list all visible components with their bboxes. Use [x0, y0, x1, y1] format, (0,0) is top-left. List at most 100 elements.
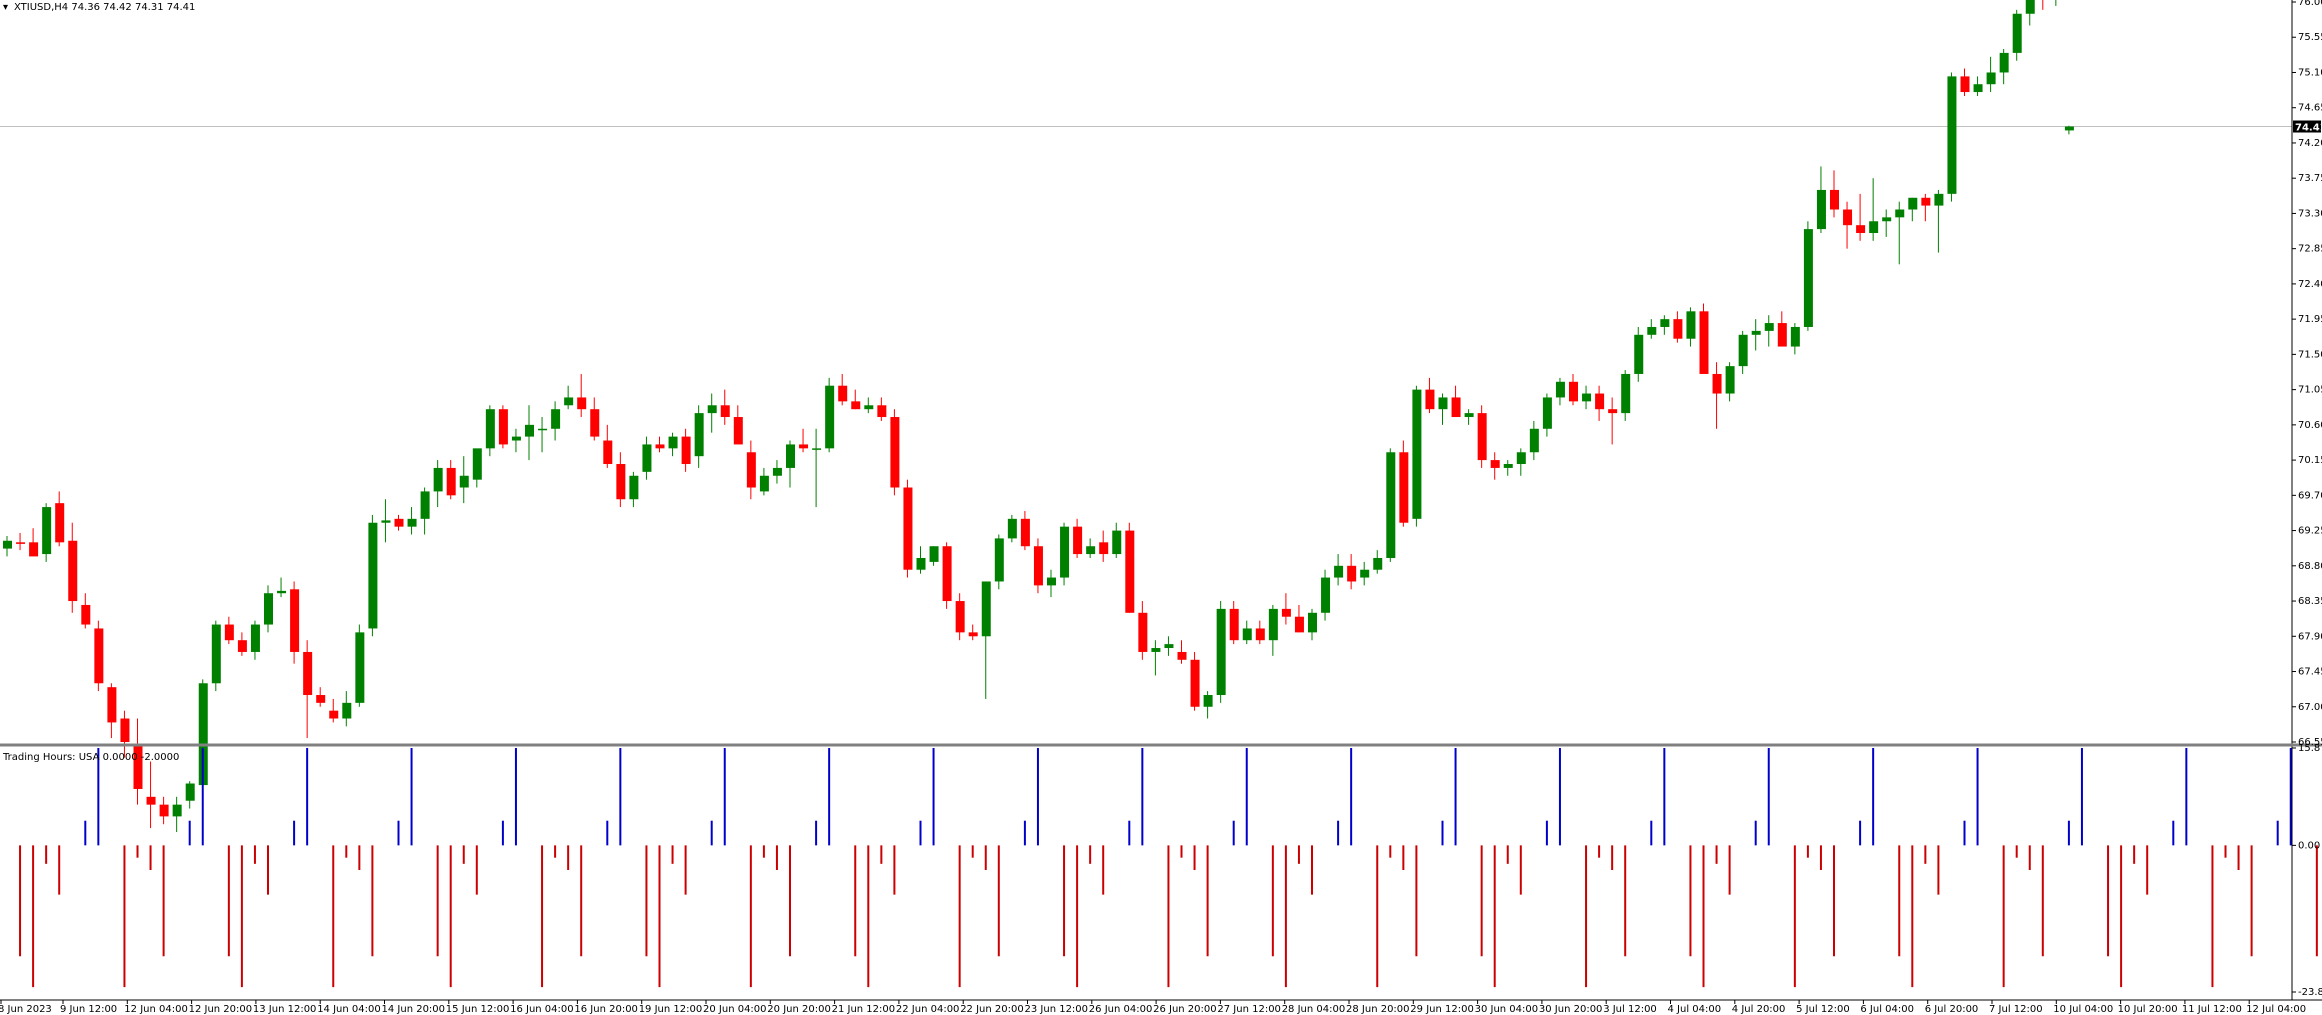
candle-body	[1947, 76, 1957, 194]
candle-body	[1699, 311, 1709, 374]
x-tick-label: 28 Jun 20:00	[1346, 1004, 1410, 1015]
x-tick-label: 23 Jun 12:00	[1025, 1004, 1089, 1015]
x-tick-label: 7 Jul 12:00	[1989, 1004, 2043, 1015]
indicator-header: Trading Hours: USA 0.0000 -2.0000	[2, 752, 179, 763]
candle-body	[838, 385, 848, 402]
candle-body	[1803, 229, 1813, 327]
candle-body	[211, 624, 221, 684]
candle-body	[1921, 197, 1931, 206]
candle-body	[786, 444, 795, 468]
candle-body	[224, 624, 234, 641]
x-tick-label: 20 Jun 20:00	[767, 1004, 831, 1015]
candle-body	[1281, 608, 1291, 617]
candle-body	[538, 428, 548, 431]
candle-body	[1321, 577, 1331, 613]
candle-body	[1086, 546, 1096, 555]
candle-body	[1216, 608, 1226, 696]
x-tick-label: 3 Jul 12:00	[1603, 1004, 1657, 1015]
candle-body	[1738, 334, 1748, 367]
x-tick-label: 15 Jun 12:00	[446, 1004, 510, 1015]
candle-body	[355, 632, 365, 703]
x-tick-label: 30 Jun 20:00	[1539, 1004, 1603, 1015]
indicator-y-tick-label: 15.8	[2298, 743, 2320, 754]
candle-body	[1621, 373, 1631, 414]
candle-body	[746, 452, 756, 488]
candle-body	[1242, 628, 1252, 641]
candle-body	[1595, 393, 1605, 410]
candle-body	[16, 542, 26, 544]
candle-body	[525, 424, 534, 437]
candle-body	[694, 413, 704, 457]
y-tick-label: 69.25	[2298, 526, 2322, 537]
candle-body	[2025, 0, 2035, 14]
candle-body	[1112, 530, 1122, 555]
candle-body	[1790, 326, 1800, 347]
candle-body	[1856, 225, 1866, 234]
candle-body	[433, 467, 443, 492]
candle-body	[498, 409, 508, 445]
candle-body	[825, 385, 835, 449]
y-tick-label: 69.70	[2298, 490, 2322, 501]
candle-body	[1294, 616, 1304, 633]
x-tick-label: 14 Jun 04:00	[317, 1004, 381, 1015]
candle-body	[394, 518, 404, 527]
x-tick-label: 4 Jul 04:00	[1668, 1004, 1722, 1015]
candle-body	[1020, 518, 1030, 547]
candle-body	[1647, 326, 1657, 335]
candle-body	[772, 467, 782, 476]
candle-body	[1347, 565, 1357, 582]
candles-layer	[3, 0, 2074, 833]
candle-body	[68, 540, 78, 602]
candle-body	[1895, 209, 1905, 218]
x-tick-label: 6 Jul 04:00	[1860, 1004, 1914, 1015]
y-tick-label: 67.45	[2298, 667, 2322, 678]
candle-body	[1438, 397, 1448, 410]
x-tick-label: 10 Jul 04:00	[2053, 1004, 2113, 1015]
candle-body	[1777, 323, 1787, 347]
candle-body	[1425, 389, 1435, 410]
candle-body	[237, 640, 247, 652]
candle-body	[968, 632, 978, 637]
x-tick-label: 6 Jul 20:00	[1925, 1004, 1979, 1015]
candle-body	[1816, 189, 1826, 230]
x-tick-label: 20 Jun 04:00	[703, 1004, 767, 1015]
candle-body	[381, 520, 391, 523]
candle-body	[2064, 126, 2074, 131]
candle-body	[1764, 323, 1774, 331]
candle-body	[681, 436, 691, 465]
candle-body	[642, 444, 652, 472]
candle-body	[107, 687, 117, 723]
candle-body	[368, 522, 378, 629]
collapse-triangle-icon[interactable]: ▾	[3, 2, 8, 13]
candle-body	[185, 783, 195, 801]
candle-body	[1033, 546, 1043, 586]
candle-body	[851, 401, 861, 410]
candle-body	[1164, 644, 1174, 649]
candle-body	[877, 405, 887, 418]
candle-body	[1686, 311, 1696, 339]
candle-body	[720, 405, 730, 418]
candle-body	[1751, 330, 1761, 335]
candle-body	[1960, 76, 1970, 93]
y-tick-label: 71.05	[2298, 385, 2322, 396]
candle-body	[655, 444, 665, 449]
candle-body	[94, 628, 104, 684]
candle-body	[1569, 381, 1578, 402]
candle-body	[1138, 612, 1148, 652]
y-tick-label: 74.20	[2298, 138, 2322, 149]
candle-body	[2012, 13, 2022, 53]
x-tick-label: 26 Jun 04:00	[1089, 1004, 1153, 1015]
x-tick-label: 22 Jun 20:00	[960, 1004, 1024, 1015]
y-tick-label: 74.65	[2298, 103, 2322, 114]
candle-body	[1542, 397, 1552, 429]
candle-body	[303, 651, 313, 696]
x-tick-label: 8 Jun 2023	[0, 1004, 52, 1015]
candle-body	[1047, 577, 1056, 586]
candle-body	[342, 702, 352, 719]
y-tick-label: 71.50	[2298, 349, 2322, 360]
candle-body	[942, 546, 952, 602]
x-tick-label: 22 Jun 04:00	[896, 1004, 960, 1015]
candle-body	[1934, 193, 1944, 206]
y-tick-label: 68.80	[2298, 561, 2322, 572]
